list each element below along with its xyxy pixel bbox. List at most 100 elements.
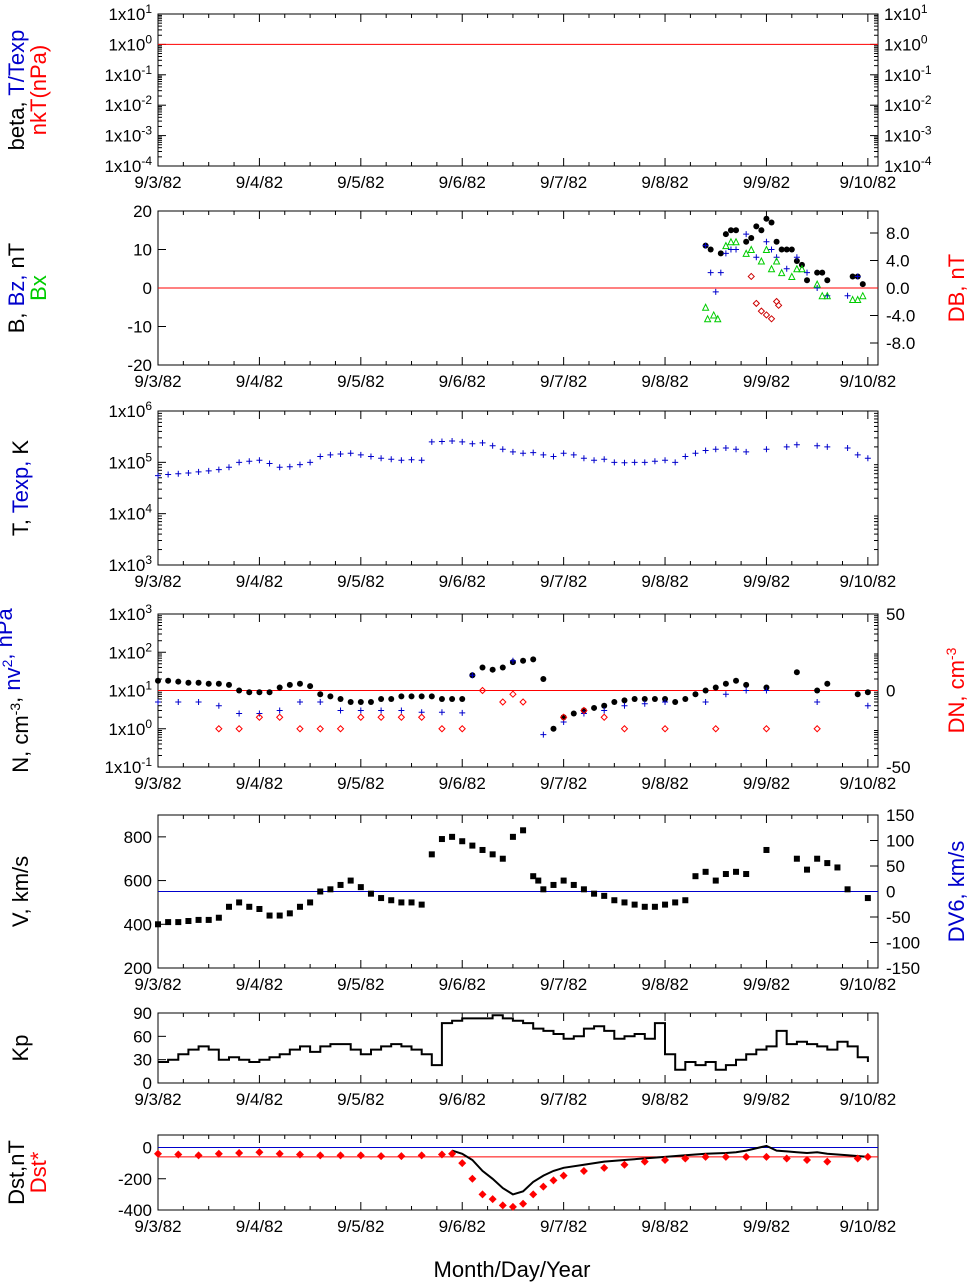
data-point [397, 1152, 406, 1161]
x-tick-label: 9/5/82 [337, 572, 384, 591]
data-point [712, 446, 719, 453]
x-tick-label: 9/4/82 [236, 774, 283, 793]
x-tick-label: 9/5/82 [337, 1090, 384, 1109]
data-point [762, 725, 771, 733]
x-tick-label: 9/9/82 [743, 774, 790, 793]
data-point [763, 215, 770, 222]
data-point [165, 677, 172, 684]
panel-4: 9/3/82 9/4/82 9/5/82 9/6/82 9/7/82 9/8/82 9/9/… [0, 602, 969, 793]
y-tick-label: 200 [124, 959, 152, 978]
data-point [682, 695, 689, 702]
data-point [540, 675, 547, 682]
y-tick-label: 1x10-4 [104, 154, 152, 176]
data-point [661, 725, 669, 733]
data-point [768, 219, 775, 226]
data-point [458, 1159, 467, 1168]
data-point [155, 677, 161, 684]
data-point [398, 707, 405, 714]
data-point [266, 460, 273, 467]
data-point [214, 1149, 223, 1158]
data-point [307, 459, 314, 466]
data-point [286, 910, 293, 917]
x-tick-label: 9/10/82 [839, 173, 896, 192]
data-point [417, 713, 426, 721]
data-point [195, 916, 202, 923]
data-point [641, 700, 648, 707]
data-point [631, 901, 638, 908]
data-point [307, 683, 314, 690]
y-tick-label-right: -150 [886, 959, 920, 978]
y-tick-label-right: -50 [886, 908, 911, 927]
y-tick-label: 10 [133, 241, 152, 260]
data-point [601, 707, 608, 714]
x-tick-label: 9/6/82 [439, 774, 486, 793]
data-point [621, 899, 628, 906]
data-point [631, 459, 638, 466]
data-point [620, 1160, 629, 1169]
y-tick-label-right: -8.0 [886, 334, 915, 353]
data-point [448, 1149, 457, 1158]
data-point [307, 899, 314, 906]
data-point [763, 846, 770, 853]
data-point [194, 1151, 203, 1160]
y-tick-label: 1x104 [108, 502, 152, 524]
data-point [747, 272, 755, 281]
data-point [580, 706, 588, 715]
panel-1: 9/3/82 9/4/82 9/5/82 9/6/82 9/7/82 9/8/82 9/9/… [4, 2, 932, 192]
data-point [347, 877, 354, 884]
data-point [468, 1174, 477, 1183]
y-tick-label: 1x103 [108, 553, 152, 575]
data-point [296, 725, 304, 733]
data-point [246, 903, 253, 910]
data-point [793, 669, 800, 676]
data-point [854, 273, 861, 280]
series-1 [155, 656, 871, 732]
data-point [499, 446, 506, 453]
data-point [824, 680, 831, 687]
data-point [336, 1151, 345, 1160]
y-axis-label: Dst,nT [4, 1140, 29, 1205]
data-point [225, 681, 232, 688]
y-tick-label-right: 1x100 [884, 32, 928, 54]
data-point [651, 903, 658, 910]
data-point [743, 681, 750, 688]
data-point [489, 851, 496, 858]
panel-frame [157, 1012, 879, 1084]
y-axis-label: N, cm-3, nv2, nPa [0, 607, 33, 772]
data-point [559, 713, 568, 721]
series-3 [216, 688, 821, 733]
data-point [763, 446, 770, 453]
data-point [601, 892, 608, 899]
y-tick-label: 1x101 [108, 2, 152, 24]
y-tick-label: 1x101 [108, 679, 152, 701]
y-tick-label-right: 150 [886, 806, 914, 825]
data-point [174, 1150, 183, 1159]
data-point [844, 445, 851, 452]
data-point [702, 242, 709, 249]
panel-5: 9/3/82 9/4/82 9/5/82 9/6/82 9/7/82 9/8/82 9/9/… [8, 806, 969, 994]
data-point [854, 451, 861, 458]
data-point [611, 699, 618, 706]
data-point [848, 295, 857, 304]
data-point [767, 315, 776, 323]
data-point [275, 1149, 284, 1158]
data-point [601, 456, 608, 463]
data-point [316, 725, 324, 733]
y-tick-label: -400 [118, 1201, 152, 1220]
data-point [579, 1166, 588, 1175]
data-point [255, 1148, 264, 1157]
data-point [540, 731, 547, 738]
data-point [747, 245, 756, 253]
x-tick-label: 9/9/82 [743, 173, 790, 192]
data-point [854, 691, 861, 698]
data-point [682, 453, 689, 460]
y-tick-label-right: 0 [886, 682, 895, 701]
data-point [397, 713, 406, 721]
data-point [721, 1152, 730, 1161]
data-point [418, 457, 425, 464]
x-tick-label: 9/3/82 [134, 572, 181, 591]
data-point [752, 299, 761, 308]
data-point [722, 691, 729, 698]
data-point [722, 250, 729, 257]
data-point [768, 246, 775, 253]
